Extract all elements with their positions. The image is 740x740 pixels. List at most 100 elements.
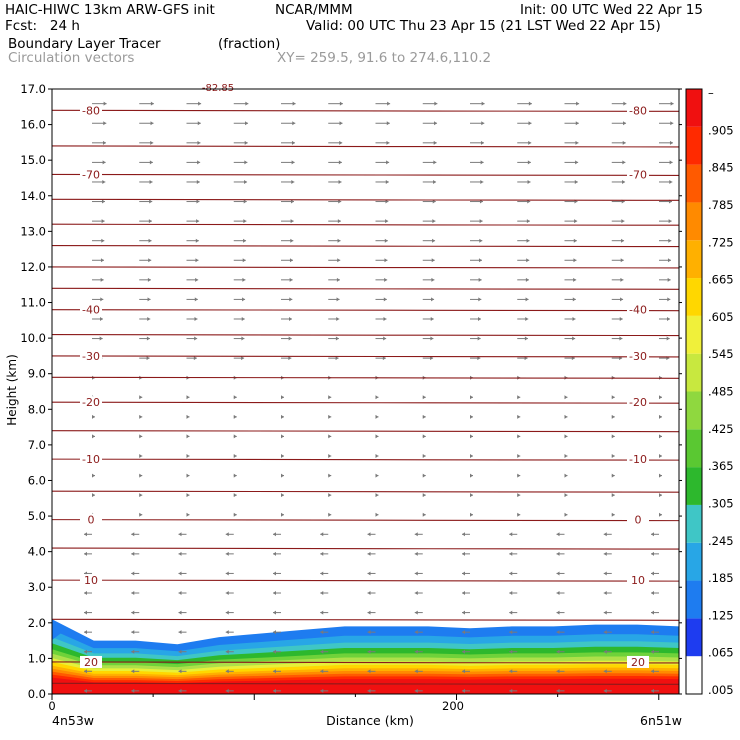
wind-vector [422, 277, 435, 282]
wind-vector [470, 179, 484, 184]
wind-vector [92, 493, 95, 498]
wind-vector [517, 297, 529, 302]
wind-vector [92, 219, 105, 224]
wind-vector [603, 669, 612, 674]
wind-vector [603, 688, 612, 693]
wind-vector [328, 434, 332, 439]
wind-vector [84, 532, 92, 537]
wind-vector [556, 551, 565, 556]
wind-vector [517, 414, 521, 419]
wind-vector [328, 414, 332, 419]
wind-vector [414, 610, 423, 615]
wind-vector [517, 179, 531, 184]
wind-vector [139, 101, 154, 106]
wind-vector [178, 649, 187, 654]
wind-vector [651, 630, 659, 635]
wind-vector [131, 649, 140, 654]
wind-vector [233, 454, 237, 458]
wind-vector [375, 316, 387, 321]
wind-vector [233, 473, 237, 478]
wind-vector [659, 238, 672, 243]
wind-vector [611, 336, 623, 341]
wind-vector [517, 160, 531, 165]
isotherm-line [51, 333, 680, 337]
wind-vector [186, 297, 198, 302]
wind-vector [92, 199, 105, 204]
wind-vector [273, 551, 281, 556]
wind-vector [328, 395, 332, 400]
wind-vector [178, 610, 187, 615]
wind-vector [462, 688, 470, 693]
isotherm-label: -20 [629, 396, 647, 409]
wind-vector [92, 121, 107, 126]
wind-vector [328, 238, 341, 243]
wind-vector [92, 336, 103, 341]
wind-vector [281, 336, 292, 341]
wind-vector [131, 669, 140, 674]
wind-vector [603, 649, 612, 654]
wind-vector [564, 454, 568, 458]
wind-vector [375, 101, 391, 106]
wind-vector [611, 297, 624, 302]
wind-vector [139, 493, 143, 498]
wind-vector [611, 493, 615, 498]
wind-vector [186, 258, 199, 263]
wind-vector [470, 473, 473, 478]
wind-vector [375, 277, 388, 282]
colorbar-segment [686, 315, 702, 354]
wind-vector [139, 121, 154, 126]
wind-vector [273, 630, 281, 635]
wind-vector [422, 219, 436, 224]
wind-vector [186, 512, 190, 517]
wind-vector [414, 532, 423, 537]
wind-vector [92, 434, 95, 439]
x-axis-label: Distance (km) [326, 713, 414, 728]
wind-vector [367, 610, 376, 615]
wind-vector [328, 356, 339, 361]
wind-vector [659, 121, 674, 126]
isotherm-label: -30 [629, 350, 647, 363]
wind-vector [375, 140, 390, 145]
isotherm-label: -20 [82, 396, 100, 409]
wind-vector [131, 532, 140, 537]
wind-vector [517, 140, 532, 145]
wind-vector [375, 199, 389, 204]
wind-vector [320, 591, 329, 596]
wind-vector [470, 160, 484, 165]
wind-vector [422, 140, 437, 145]
wind-vector [281, 356, 292, 361]
wind-vector [320, 571, 329, 576]
wind-vector [659, 414, 662, 419]
wind-vector [470, 316, 481, 321]
wind-vector [92, 140, 106, 145]
colorbar-segment [686, 202, 702, 241]
colorbar-label: .665 [708, 273, 734, 287]
wind-vector [186, 356, 197, 361]
wind-vector [139, 297, 151, 302]
wind-vector [273, 591, 281, 596]
wind-vector [139, 277, 151, 282]
isotherm-label: -80 [82, 104, 100, 117]
wind-vector [651, 688, 659, 693]
wind-vector [422, 179, 437, 184]
wind-vector [462, 649, 470, 654]
wind-vector [92, 179, 106, 184]
wind-vector [328, 219, 341, 224]
isotherm-label: -40 [629, 304, 647, 317]
wind-vector [603, 551, 612, 556]
isotherm-label: -30 [82, 350, 100, 363]
wind-vector [517, 336, 528, 341]
wind-vector [233, 238, 247, 243]
wind-vector [328, 101, 343, 106]
colorbar-segment [686, 504, 702, 543]
x-axis [51, 694, 660, 700]
wind-vector [611, 414, 615, 419]
wind-vector [651, 532, 659, 537]
wind-vector [462, 551, 470, 556]
wind-vector [375, 160, 390, 165]
colorbar-label: .845 [708, 161, 734, 175]
colorbar-label: .005 [708, 683, 734, 697]
wind-vector [611, 101, 627, 106]
wind-vector [611, 395, 615, 400]
